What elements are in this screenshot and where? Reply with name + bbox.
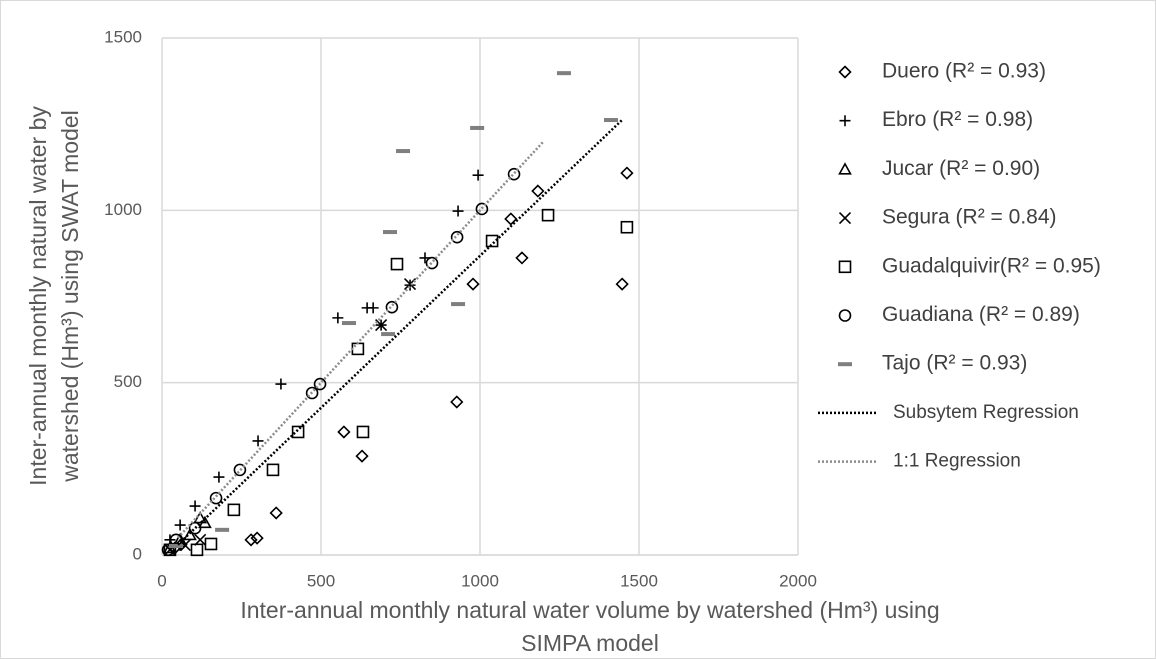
x-tick-label: 500 (307, 571, 335, 590)
marker-square (485, 234, 499, 248)
y-tick-label: 500 (114, 372, 142, 391)
marker-plus (174, 519, 186, 531)
marker-circle (233, 463, 247, 477)
marker-plus (472, 169, 484, 181)
y-axis-label: Inter-annual monthly natural water by (25, 106, 51, 486)
marker-diamond (504, 212, 518, 226)
marker-diamond (615, 277, 629, 291)
legend-marker (838, 362, 852, 367)
marker-circle (188, 521, 202, 535)
marker-circle (450, 230, 464, 244)
marker-circle (507, 167, 521, 181)
marker-diamond (244, 533, 258, 547)
legend-label: Duero (R² = 0.93) (882, 60, 1046, 83)
marker-diamond (337, 425, 351, 439)
marker-plus (213, 471, 225, 483)
marker-diamond (355, 449, 369, 463)
marker-square (356, 425, 370, 439)
marker-diamond (531, 184, 545, 198)
legend-label: Ebro (R² = 0.98) (882, 108, 1033, 131)
legend-label: Jucar (R² = 0.90) (882, 157, 1040, 180)
marker-x (194, 533, 207, 546)
marker-circle (161, 543, 175, 557)
legend-marker (839, 115, 851, 127)
marker-square (390, 257, 404, 271)
regression-line (176, 140, 545, 539)
marker-dash (381, 332, 396, 337)
legend-label: Guadiana (R² = 0.89) (882, 303, 1080, 326)
marker-dash (556, 71, 571, 76)
marker-circle (425, 256, 439, 270)
marker-x (375, 319, 388, 332)
y-axis-label: watershed (Hm³) using SWAT model (57, 110, 83, 483)
marker-circle (305, 386, 319, 400)
marker-dash (470, 125, 485, 130)
marker-diamond (515, 251, 529, 265)
marker-plus (452, 205, 464, 217)
marker-diamond (466, 277, 480, 291)
marker-circle (209, 491, 223, 505)
marker-dash (451, 302, 466, 307)
legend-marker (838, 260, 852, 274)
marker-square (620, 220, 634, 234)
marker-dash (604, 118, 619, 123)
x-tick-label: 0 (157, 571, 166, 590)
legend-label: Tajo (R² = 0.93) (882, 352, 1027, 375)
legend-marker (838, 212, 852, 225)
y-tick-label: 1500 (104, 27, 142, 46)
marker-dash (168, 544, 183, 549)
marker-square (266, 463, 280, 477)
marker-dash (396, 149, 411, 154)
x-axis-label: SIMPA model (521, 630, 659, 656)
marker-dash (341, 321, 356, 326)
marker-diamond (450, 395, 464, 409)
marker-circle (475, 202, 489, 216)
marker-dash (383, 230, 398, 235)
marker-diamond (250, 531, 264, 545)
y-tick-label: 1000 (104, 200, 142, 219)
legend-marker (838, 309, 852, 322)
legend-label: Guadalquivir(R² = 0.95) (882, 254, 1101, 277)
marker-plus (252, 435, 264, 447)
marker-diamond (620, 166, 634, 180)
legend-label: Subsytem Regression (893, 402, 1079, 423)
y-tick-label: 0 (133, 544, 142, 563)
marker-plus (189, 500, 201, 512)
legend-marker (838, 162, 852, 175)
legend-label: Segura (R² = 0.84) (882, 206, 1057, 229)
regression-line (177, 118, 624, 546)
x-axis-label: Inter-annual monthly natural water volum… (240, 597, 939, 623)
marker-square (541, 208, 555, 222)
marker-plus (332, 312, 344, 324)
x-tick-label: 1000 (461, 571, 499, 590)
marker-square (204, 537, 218, 551)
marker-circle (385, 300, 399, 314)
legend-marker (838, 65, 852, 79)
legend-label: 1:1 Regression (893, 451, 1021, 472)
marker-dash (215, 527, 230, 532)
marker-plus (275, 378, 287, 390)
marker-square (190, 543, 204, 557)
marker-square (227, 503, 241, 517)
x-tick-label: 2000 (779, 571, 817, 590)
marker-diamond (269, 506, 283, 520)
x-tick-label: 1500 (620, 571, 658, 590)
marker-square (291, 425, 305, 439)
marker-plus (367, 302, 379, 314)
marker-circle (313, 377, 327, 391)
